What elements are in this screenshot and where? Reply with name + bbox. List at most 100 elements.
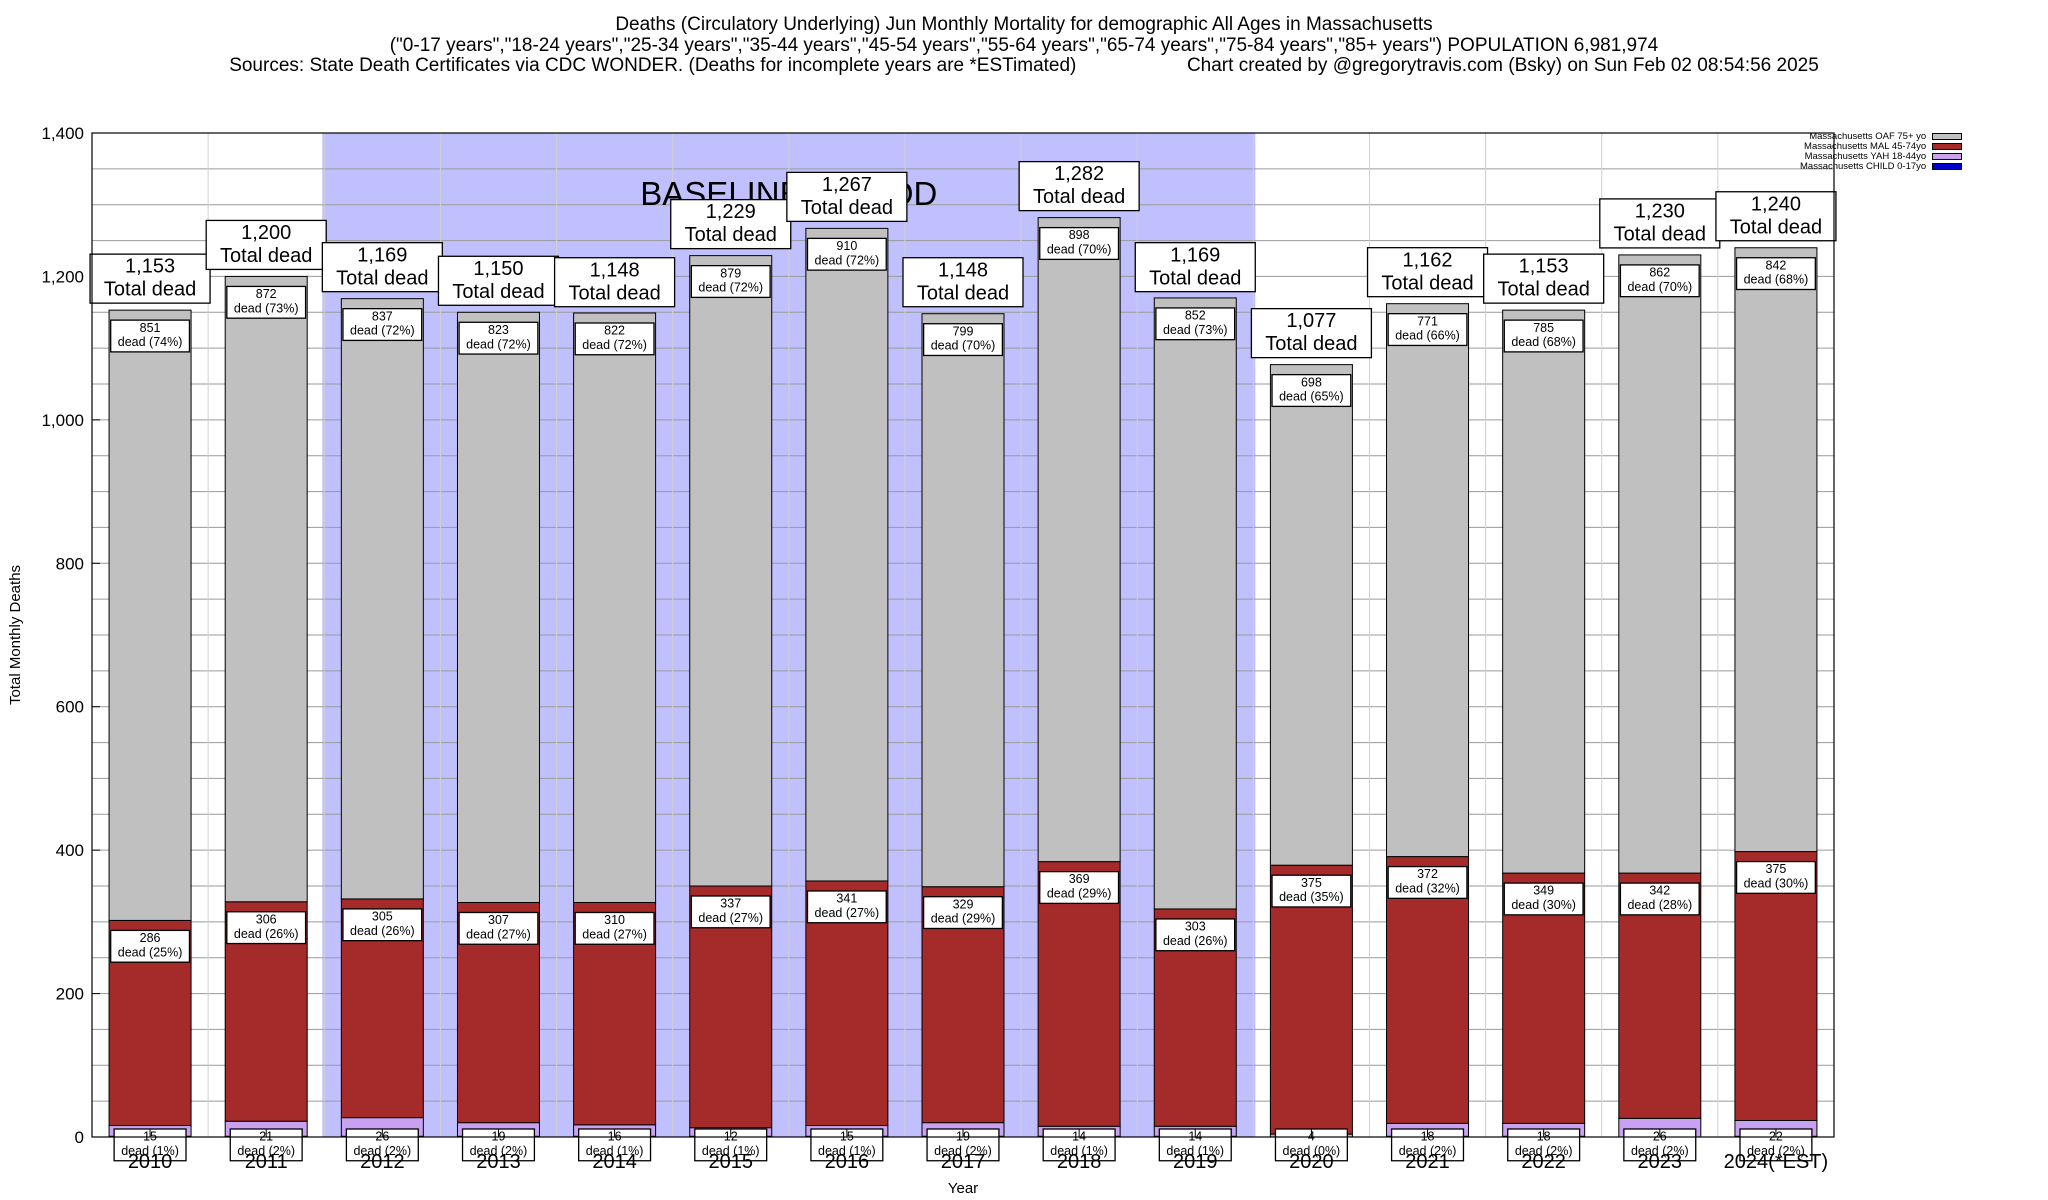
segment-label-mal-line: 307	[488, 913, 509, 927]
x-tick-label: 2016	[825, 1151, 870, 1173]
segment-label-yah-line: dead (2%)	[237, 1144, 295, 1158]
segment-label-yah-line: dead (1%)	[818, 1144, 876, 1158]
segment-label-mal-line: dead (27%)	[582, 927, 647, 941]
y-tick-label: 1,400	[41, 124, 84, 143]
segment-label-mal-line: 305	[372, 910, 393, 924]
plot-frame	[91, 132, 1835, 1138]
legend-item-mal: Massachusetts MAL 45-74yo	[1800, 141, 1963, 152]
segment-label-oaf-line: 851	[140, 321, 161, 335]
segment-label-yah-line: dead (2%)	[1515, 1144, 1573, 1158]
segment-label-oaf-line: 698	[1301, 375, 1322, 389]
segment-label-oaf-line: dead (70%)	[931, 339, 996, 353]
segment-label-mal-box	[226, 911, 307, 945]
total-label-line: Total dead	[336, 267, 428, 289]
bar-segment	[1153, 297, 1237, 910]
x-tick-label: 2020	[1289, 1151, 1334, 1173]
segment-label-mal-line: dead (35%)	[1279, 890, 1344, 904]
segment-label-mal-box	[806, 890, 887, 924]
segment-label-mal-line: 375	[1301, 876, 1322, 890]
segment-label-yah-line: dead (1%)	[1050, 1144, 1108, 1158]
segment-label-oaf-line: 823	[488, 323, 509, 337]
segment-label-mal-line: dead (26%)	[234, 927, 299, 941]
segment-label-yah-line: dead (0%)	[1283, 1144, 1341, 1158]
segment-label-mal-line: 372	[1417, 867, 1438, 881]
segment-label-mal-line: dead (32%)	[1395, 882, 1460, 896]
bar-segment	[1734, 247, 1818, 853]
segment-label-mal-box	[1503, 882, 1584, 916]
segment-label-oaf-line: 771	[1417, 314, 1438, 328]
segment-label-oaf-box	[1735, 257, 1816, 291]
x-tick-label: 2015	[708, 1151, 753, 1173]
segment-label-oaf-box	[806, 237, 887, 271]
segment-label-mal-box	[922, 896, 1004, 930]
x-tick-label: 2011	[245, 1151, 288, 1173]
total-label-line: Total dead	[104, 279, 196, 301]
x-axis-title: Year	[948, 1180, 978, 1197]
segment-label-oaf-line: dead (72%)	[350, 324, 415, 338]
segment-label-oaf-box	[1039, 226, 1120, 261]
segment-label-mal-box	[1039, 870, 1120, 905]
segment-label-yah-line: dead (1%)	[1166, 1144, 1224, 1158]
x-tick-label: 2013	[476, 1151, 521, 1173]
segment-label-oaf-line: dead (70%)	[1047, 243, 1112, 257]
segment-label-mal-line: dead (29%)	[931, 912, 996, 926]
segment-label-mal-line: dead (26%)	[1163, 934, 1228, 948]
segment-label-mal-line: 375	[1766, 862, 1787, 876]
segment-label-oaf-line: 837	[372, 309, 393, 323]
segment-label-oaf-line: 910	[836, 239, 857, 253]
y-tick-label: 400	[56, 841, 84, 860]
segment-label-oaf-line: dead (68%)	[1511, 335, 1576, 349]
segment-label-oaf-line: 872	[256, 287, 277, 301]
segment-label-oaf-box	[110, 319, 191, 353]
total-label-line: 1,077	[1286, 310, 1336, 332]
segment-label-mal-line: 337	[720, 897, 741, 911]
total-label-line: 1,153	[125, 256, 175, 278]
x-tick-label: 2012	[360, 1151, 405, 1173]
total-label-box	[670, 198, 792, 250]
bar-segment	[456, 311, 540, 903]
total-label-line: 1,162	[1403, 249, 1453, 271]
bar-segment	[1037, 861, 1121, 1127]
y-tick-label: 1,000	[41, 411, 84, 430]
segment-label-oaf-line: 785	[1533, 321, 1554, 335]
segment-label-mal-line: 349	[1533, 884, 1554, 898]
bar-segment	[1037, 217, 1121, 863]
segment-label-oaf-box	[574, 322, 655, 356]
total-label-line: Total dead	[1149, 267, 1241, 289]
segment-label-oaf-line: 879	[720, 266, 741, 280]
segment-label-yah-line: dead (2%)	[470, 1144, 528, 1158]
sources-note: Sources: State Death Certificates via CD…	[229, 55, 1077, 76]
segment-label-oaf-line: dead (72%)	[466, 337, 531, 351]
y-tick-label: 800	[56, 554, 84, 573]
bar-segment	[1386, 303, 1470, 858]
y-tick-label: 1,200	[41, 267, 84, 286]
total-label-line: Total dead	[1265, 333, 1357, 355]
segment-label-oaf-box	[1387, 313, 1468, 347]
